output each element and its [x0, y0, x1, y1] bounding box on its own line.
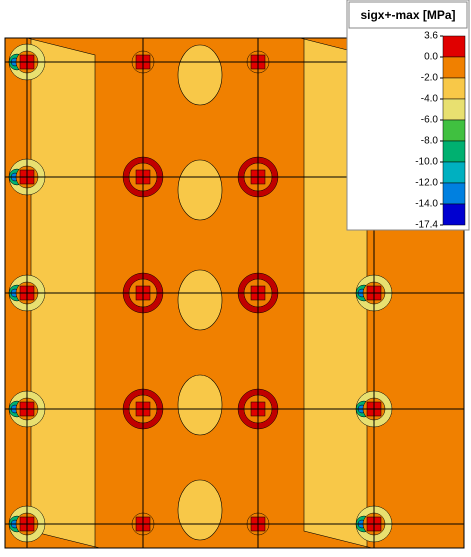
legend-title-box: [348, 1, 468, 29]
legend-swatch: [442, 203, 466, 226]
legend-tick-label: -6.0: [421, 115, 439, 126]
plot-border: [4, 37, 465, 549]
legend-tick-label: -2.0: [421, 73, 439, 84]
legend-title: sigx+-max [MPa]: [360, 8, 455, 22]
legend-swatch: [442, 140, 466, 163]
legend-tick-label: -14.0: [415, 199, 438, 210]
legend-tick-label: -12.0: [415, 178, 438, 189]
legend-tick-label: 3.6: [424, 31, 438, 42]
legend-tick-label: 0.0: [424, 52, 438, 63]
legend-tick-label: -8.0: [421, 136, 439, 147]
contour-region: [177, 44, 223, 106]
legend-swatch: [442, 182, 466, 205]
legend-swatch: [442, 56, 466, 79]
legend-tick-label: -10.0: [415, 157, 438, 168]
legend-tick-label: -17.4: [415, 220, 438, 231]
legend-swatch: [442, 119, 466, 142]
legend-swatch: [442, 35, 466, 58]
contour-region: [177, 479, 223, 541]
legend-swatch: [442, 161, 466, 184]
legend-tick-label: -4.0: [421, 94, 439, 105]
legend-swatch: [442, 77, 466, 100]
legend-swatch: [442, 98, 466, 121]
contour-region: [177, 374, 223, 436]
contour-region: [177, 159, 223, 221]
contour-region: [177, 269, 223, 331]
